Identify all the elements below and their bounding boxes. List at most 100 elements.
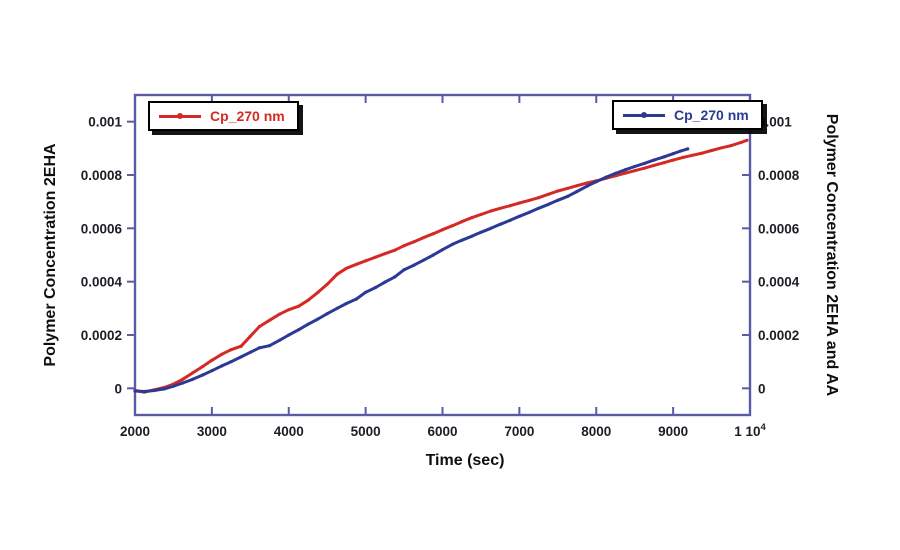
series-marker-blue bbox=[374, 285, 378, 290]
series-marker-red bbox=[720, 146, 724, 150]
series-marker-blue bbox=[402, 268, 406, 272]
series-marker-blue bbox=[201, 373, 205, 377]
series-marker-red bbox=[354, 262, 358, 266]
series-marker-blue bbox=[556, 198, 560, 202]
x-tick-label: 3000 bbox=[197, 424, 227, 439]
series-marker-blue bbox=[686, 147, 690, 151]
y-tick-label-right: 0.001 bbox=[758, 115, 792, 130]
series-marker-red bbox=[383, 252, 387, 256]
y-tick-label-left: 0.0004 bbox=[81, 275, 123, 290]
series-marker-blue bbox=[431, 253, 435, 257]
legend-red-series: Cp_270 nm bbox=[148, 101, 299, 131]
series-marker-blue bbox=[393, 275, 397, 279]
series-marker-red bbox=[739, 140, 743, 145]
series-marker-red bbox=[402, 244, 406, 248]
y-tick-label-right: 0 bbox=[758, 381, 766, 396]
series-marker-red bbox=[201, 364, 205, 369]
y-tick-label-left: 0.0008 bbox=[81, 168, 123, 183]
series-marker-blue bbox=[267, 344, 272, 348]
series-marker-blue bbox=[133, 389, 137, 393]
series-marker-blue bbox=[191, 377, 195, 381]
series-marker-red bbox=[210, 358, 214, 362]
series-marker-blue bbox=[335, 306, 339, 310]
series-marker-blue bbox=[248, 350, 252, 354]
series-marker-blue bbox=[257, 346, 262, 350]
series-marker-red bbox=[547, 192, 551, 196]
legend-red-line-sample bbox=[159, 113, 201, 119]
series-marker-blue bbox=[306, 322, 310, 326]
series-marker-blue bbox=[152, 388, 156, 393]
series-marker-red bbox=[575, 184, 579, 188]
series-marker-red bbox=[450, 224, 455, 228]
y-axis-title-left: Polymer Concentration 2EHA bbox=[42, 143, 59, 367]
series-marker-blue bbox=[575, 189, 579, 194]
series-marker-blue bbox=[383, 280, 387, 284]
series-marker-red bbox=[277, 312, 282, 316]
series-marker-blue bbox=[585, 184, 589, 188]
series-marker-blue bbox=[594, 180, 598, 184]
legend-blue-series: Cp_270 nm bbox=[612, 100, 763, 130]
series-marker-blue bbox=[517, 214, 522, 218]
series-marker-red bbox=[431, 232, 435, 236]
series-marker-blue bbox=[162, 387, 166, 391]
series-marker-red bbox=[537, 196, 541, 200]
x-tick-label: 1 104 bbox=[734, 422, 766, 439]
series-marker-red bbox=[220, 352, 224, 356]
x-tick-label: 4000 bbox=[274, 424, 304, 439]
series-marker-red bbox=[498, 206, 502, 210]
series-marker-blue bbox=[229, 360, 233, 364]
y-axis-title-right: Polymer Concentration 2EHA and AA bbox=[823, 113, 840, 397]
series-marker-blue bbox=[412, 263, 416, 267]
series-marker-red bbox=[364, 259, 368, 263]
series-marker-red bbox=[297, 304, 301, 308]
x-tick-label: 2000 bbox=[120, 424, 150, 439]
series-marker-blue bbox=[297, 328, 301, 332]
series-marker-blue bbox=[470, 234, 474, 238]
series-marker-blue bbox=[364, 290, 368, 294]
series-marker-red bbox=[556, 189, 560, 193]
series-marker-red bbox=[239, 344, 243, 348]
series-marker-red bbox=[508, 204, 512, 208]
series-marker-red bbox=[671, 158, 675, 162]
series-marker-red bbox=[517, 201, 522, 205]
series-marker-blue bbox=[287, 333, 291, 337]
series-marker-red bbox=[643, 166, 647, 170]
series-marker-blue bbox=[489, 226, 493, 230]
series-line-red bbox=[133, 138, 749, 394]
series-marker-blue bbox=[220, 364, 224, 368]
series-marker-blue bbox=[181, 381, 185, 385]
series-marker-red bbox=[489, 209, 493, 213]
x-tick-label: 9000 bbox=[658, 424, 688, 439]
series-marker-red bbox=[652, 163, 656, 167]
legend-blue-line-sample bbox=[623, 112, 665, 118]
x-tick-label: 6000 bbox=[427, 424, 457, 439]
series-marker-red bbox=[745, 138, 749, 142]
series-marker-blue bbox=[537, 206, 541, 210]
series-marker-red bbox=[229, 348, 233, 352]
y-tick-label-right: 0.0004 bbox=[758, 275, 800, 290]
series-marker-red bbox=[316, 290, 320, 294]
plot-frame bbox=[133, 93, 752, 417]
series-marker-red bbox=[662, 161, 666, 165]
series-marker-red bbox=[585, 181, 589, 185]
series-marker-red bbox=[344, 266, 348, 270]
series-marker-blue bbox=[325, 312, 329, 316]
series-marker-blue bbox=[643, 161, 647, 165]
series-marker-red bbox=[440, 228, 445, 232]
series-marker-red bbox=[393, 248, 397, 252]
series-marker-blue bbox=[344, 301, 348, 306]
series-marker-blue bbox=[613, 171, 618, 175]
series-marker-blue bbox=[547, 202, 551, 206]
series-marker-red bbox=[421, 236, 425, 240]
legend-red-marker-dot bbox=[177, 113, 183, 119]
y-tick-label-right: 0.0006 bbox=[758, 221, 800, 236]
y-tick-label-right: 0.0002 bbox=[758, 328, 799, 343]
series-marker-blue bbox=[633, 164, 637, 169]
series-marker-blue bbox=[460, 238, 464, 242]
series-marker-blue bbox=[604, 175, 608, 179]
y-tick-label-left: 0.0006 bbox=[81, 221, 123, 236]
series-marker-blue bbox=[662, 155, 666, 159]
series-marker-blue bbox=[679, 149, 683, 153]
